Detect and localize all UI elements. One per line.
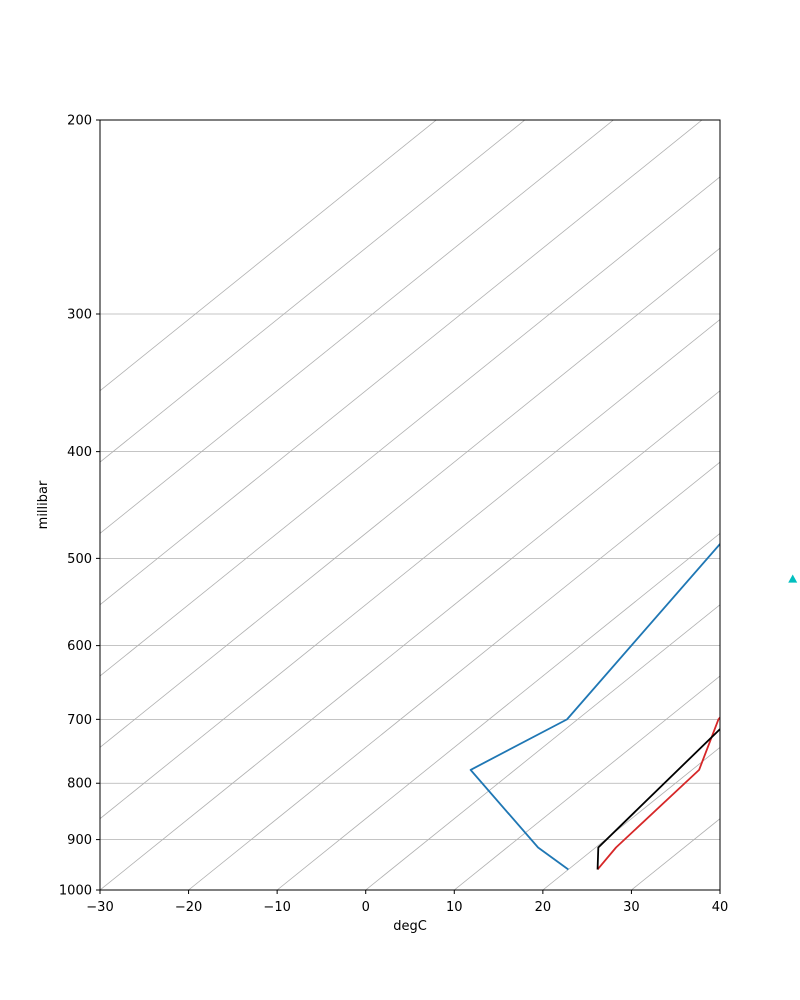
y-tick-label: 800 [67,777,92,792]
y-tick-label: 300 [67,307,92,322]
series-group [469,542,720,871]
isotherm-gridline [100,120,437,392]
series-line-3 [596,727,720,870]
x-axis: −30 −20 −10 0 10 20 30 40 [86,890,728,915]
x-tick-label: −30 [86,900,113,915]
x-axis-label: degC [393,919,427,934]
isotherm-gridline [188,461,720,890]
isotherm-gridline [276,532,720,890]
x-tick-label: 30 [623,900,640,915]
y-axis: 1000 900 800 700 600 500 400 300 200 [59,114,100,899]
y-tick-label: 200 [67,114,92,129]
triangle-marker [788,574,798,583]
isotherm-gridline [631,818,720,890]
y-tick-label: 600 [67,639,92,654]
y-tick-label: 900 [67,833,92,848]
x-tick-label: 20 [535,900,552,915]
isotherm-gridline [454,675,720,890]
x-tick-label: −20 [175,900,202,915]
series-line-2 [469,542,720,871]
isotherm-gridline [542,746,720,890]
y-tick-label: 400 [67,445,92,460]
marker-group [788,574,798,583]
x-tick-label: 0 [362,900,370,915]
y-tick-label: 700 [67,713,92,728]
isotherm-gridline [100,247,720,748]
isotherm-gridline [100,120,614,534]
series-line-1 [596,716,720,871]
x-tick-label: −10 [263,900,290,915]
plot-frame [99,119,721,891]
isotherm-gridline [100,120,703,606]
isotherm-gridline [365,604,720,890]
x-tick-label: 10 [446,900,463,915]
isotherm-gridline [719,889,720,890]
y-tick-label: 1000 [59,884,92,899]
isotherm-gridline [100,390,720,890]
isotherm-gridline [100,318,720,820]
isotherm-gridline [100,176,720,677]
x-tick-label: 40 [712,900,729,915]
isotherm-gridline [100,120,526,463]
y-axis-label: millibar [36,480,51,529]
grid [100,120,720,890]
y-tick-label: 500 [67,552,92,567]
